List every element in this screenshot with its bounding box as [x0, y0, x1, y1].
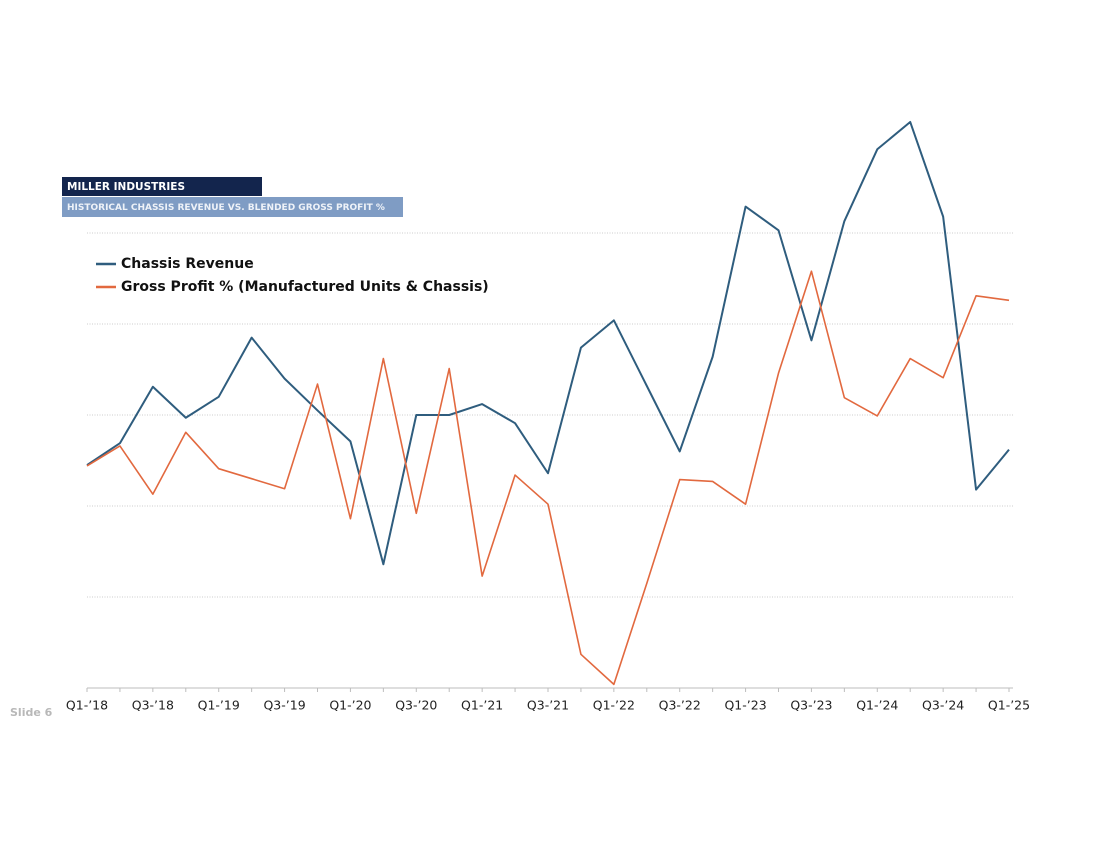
x-tick-label: Q1-’21	[461, 698, 503, 713]
x-tick-label: Q1-’23	[724, 698, 766, 713]
legend-label: Chassis Revenue	[121, 256, 254, 272]
x-tick-label: Q3-’22	[659, 698, 701, 713]
x-tick-label: Q3-’23	[790, 698, 832, 713]
chart-subtitle: HISTORICAL CHASSIS REVENUE VS. BLENDED G…	[67, 203, 385, 213]
legend-label: Gross Profit % (Manufactured Units & Cha…	[121, 279, 489, 295]
x-tick-label: Q3-’19	[263, 698, 305, 713]
x-tick-label: Q1-’24	[856, 698, 898, 713]
series-line	[86, 120, 1010, 566]
x-tick-label: Q3-’21	[527, 698, 569, 713]
x-tick-label: Q1-’20	[329, 698, 371, 713]
x-tick-label: Q1-’19	[198, 698, 240, 713]
subtitle-box	[62, 197, 403, 217]
footer: Slide 6	[10, 706, 53, 719]
x-tick-label: Q1-’25	[988, 698, 1030, 713]
x-tick-label: Q3-’20	[395, 698, 437, 713]
x-tick-label: Q3-’24	[922, 698, 964, 713]
x-tick-label: Q3-’18	[132, 698, 174, 713]
x-tick-label: Q1-’22	[593, 698, 635, 713]
x-tick-label: Q1-’18	[66, 698, 108, 713]
title-box	[62, 177, 262, 196]
series-line	[86, 270, 1010, 686]
chart-title: MILLER INDUSTRIES	[67, 181, 185, 193]
